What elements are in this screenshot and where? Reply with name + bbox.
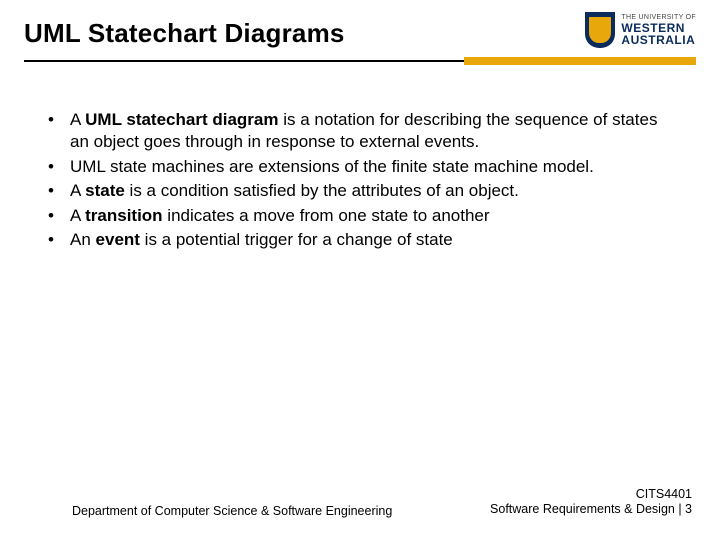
list-item: A UML statechart diagram is a notation f…	[40, 109, 672, 154]
university-logo: THE UNIVERSITY OF WESTERN AUSTRALIA	[585, 12, 696, 48]
divider	[24, 57, 696, 65]
logo-line3: AUSTRALIA	[621, 34, 696, 46]
bullet-prefix: A	[70, 110, 85, 129]
list-item: A transition indicates a move from one s…	[40, 205, 672, 227]
footer: Department of Computer Science & Softwar…	[0, 487, 720, 518]
content-area: A UML statechart diagram is a notation f…	[0, 65, 720, 252]
divider-accent	[464, 57, 696, 65]
bullet-bold: state	[85, 181, 125, 200]
list-item: An event is a potential trigger for a ch…	[40, 229, 672, 251]
university-name: THE UNIVERSITY OF WESTERN AUSTRALIA	[621, 14, 696, 46]
footer-department: Department of Computer Science & Softwar…	[72, 504, 392, 518]
footer-course: CITS4401 Software Requirements & Design …	[490, 487, 692, 518]
footer-course-title: Software Requirements & Design | 3	[490, 502, 692, 518]
page-title: UML Statechart Diagrams	[24, 18, 345, 49]
bullet-rest: indicates a move from one state to anoth…	[163, 206, 490, 225]
bullet-prefix: An	[70, 230, 96, 249]
bullet-bold: transition	[85, 206, 162, 225]
bullet-rest: UML state machines are extensions of the…	[70, 157, 594, 176]
footer-course-code: CITS4401	[490, 487, 692, 503]
crest-icon	[585, 12, 615, 48]
bullet-bold: event	[96, 230, 140, 249]
bullet-rest: is a potential trigger for a change of s…	[140, 230, 453, 249]
list-item: A state is a condition satisfied by the …	[40, 180, 672, 202]
bullet-rest: is a condition satisfied by the attribut…	[125, 181, 519, 200]
logo-line1: THE UNIVERSITY OF	[621, 14, 696, 21]
bullet-prefix: A	[70, 181, 85, 200]
bullet-bold: UML statechart diagram	[85, 110, 278, 129]
bullet-list: A UML statechart diagram is a notation f…	[40, 109, 672, 252]
list-item: UML state machines are extensions of the…	[40, 156, 672, 178]
bullet-prefix: A	[70, 206, 85, 225]
